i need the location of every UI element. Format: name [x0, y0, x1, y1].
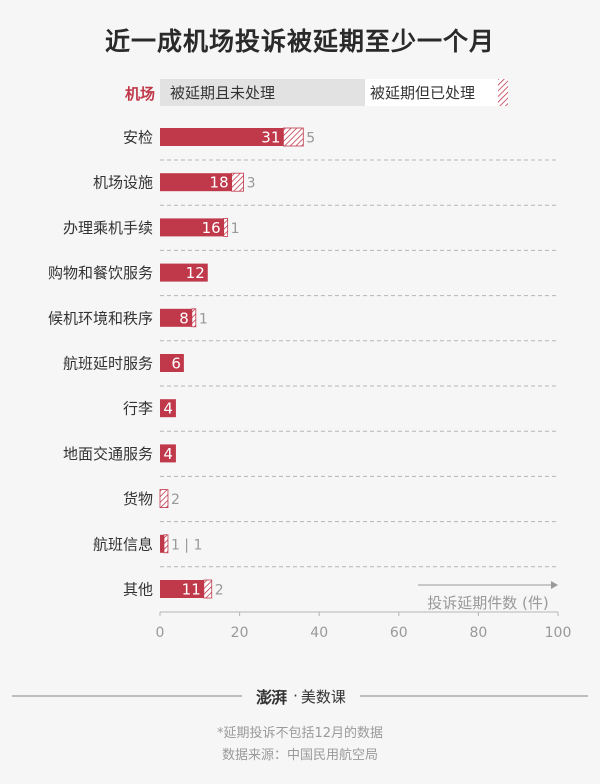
category-label: 机场设施: [93, 174, 153, 192]
x-axis: 0 20 40 60 80 100: [156, 611, 572, 641]
brand-name: 美数课: [300, 687, 346, 706]
data-label-combined: 1 | 1: [171, 537, 202, 553]
bar-processed: [223, 217, 229, 237]
chart-title: 近一成机场投诉被延期至少一个月: [104, 27, 495, 56]
x-tick-label: 40: [310, 625, 328, 641]
bar-row: 货物 2: [123, 489, 558, 523]
bar-processed: [163, 534, 169, 554]
data-label-unprocessed: 6: [171, 355, 181, 373]
data-label-unprocessed: 11: [182, 581, 201, 599]
bar-unprocessed: [160, 128, 284, 146]
category-label: 地面交通服务: [63, 445, 153, 463]
bar-row: 航班延时服务 6: [63, 354, 558, 387]
x-tick-label: 0: [156, 625, 165, 641]
bar-row: 安检 31 5: [123, 127, 558, 161]
legend-unprocessed-label: 被延期且未处理: [170, 84, 275, 102]
brand-dot: ·: [293, 687, 298, 705]
x-tick-label: 100: [545, 625, 572, 641]
data-label-processed: 1: [199, 311, 208, 327]
data-label-unprocessed: 8: [179, 309, 189, 327]
data-label-unprocessed: 12: [186, 264, 205, 282]
bar-unprocessed: [160, 173, 232, 192]
data-label-unprocessed: 31: [261, 129, 280, 147]
bar-unprocessed: [160, 580, 204, 598]
category-label: 航班信息: [93, 535, 153, 553]
bar-unprocessed: [160, 308, 192, 327]
data-label-processed: 3: [247, 176, 256, 192]
footnote: *延期投诉不包括12月的数据: [216, 726, 384, 741]
bar-processed: [203, 579, 213, 599]
bar-unprocessed: [160, 399, 176, 418]
category-label: 办理乘机手续: [63, 219, 153, 237]
data-label-processed: 2: [171, 492, 180, 508]
data-label-unprocessed: 4: [163, 400, 173, 418]
bar-unprocessed: [160, 534, 164, 553]
bar-row: 行李 4: [123, 399, 558, 432]
bar-unprocessed: [160, 444, 176, 463]
category-label: 航班延时服务: [63, 355, 153, 373]
bar-row: 机场设施 18 3: [93, 172, 558, 206]
category-label: 购物和餐饮服务: [48, 264, 153, 282]
legend-processed-label: 被延期但已处理: [370, 84, 475, 102]
bar-row: 候机环境和秩序 8 1: [48, 308, 558, 342]
x-axis-arrow-icon: [551, 581, 558, 589]
bar-processed: [191, 308, 197, 328]
legend-processed-bg: [365, 79, 498, 106]
data-label-processed: 1: [231, 221, 240, 237]
bar-unprocessed: [160, 354, 184, 372]
x-tick-label: 20: [231, 625, 249, 641]
brand-stamp: 澎湃: [256, 688, 287, 707]
x-axis-label-group: 投诉延期件数 (件): [418, 581, 558, 612]
bar-unprocessed: [160, 263, 208, 282]
bar-processed: [282, 127, 304, 147]
data-label-processed: 2: [215, 583, 224, 599]
category-label: 行李: [123, 400, 153, 418]
legend-unprocessed-swatch: [160, 79, 365, 106]
category-label: 其他: [123, 581, 153, 599]
legend-category-label: 机场: [125, 85, 155, 103]
data-label-unprocessed: 16: [202, 219, 221, 237]
category-label: 候机环境和秩序: [48, 309, 153, 327]
x-tick-label: 60: [390, 625, 408, 641]
data-label-processed: 5: [306, 131, 315, 147]
bar-processed: [231, 172, 244, 192]
category-label: 安检: [123, 129, 153, 147]
category-label: 货物: [123, 490, 153, 508]
data-label-unprocessed: 18: [210, 174, 229, 192]
bar-processed: [159, 489, 169, 509]
bar-row: 地面交通服务 4: [63, 444, 558, 477]
bar-row: 购物和餐饮服务 12: [48, 263, 558, 297]
bar-unprocessed: [160, 218, 224, 237]
brand-logo: 澎湃 · 美数课: [242, 682, 360, 710]
bar-row: 航班信息 1 | 1: [93, 534, 558, 568]
bar-row: 办理乘机手续 16 1: [63, 217, 558, 251]
legend: 机场 被延期且未处理 被延期但已处理: [125, 79, 508, 106]
data-label-unprocessed: 4: [163, 445, 173, 463]
x-axis-label: 投诉延期件数 (件): [427, 594, 548, 612]
bar-row: 其他 11 2: [123, 579, 224, 599]
data-source: 数据来源：中国民用航空局: [221, 748, 378, 763]
x-tick-label: 80: [469, 625, 487, 641]
